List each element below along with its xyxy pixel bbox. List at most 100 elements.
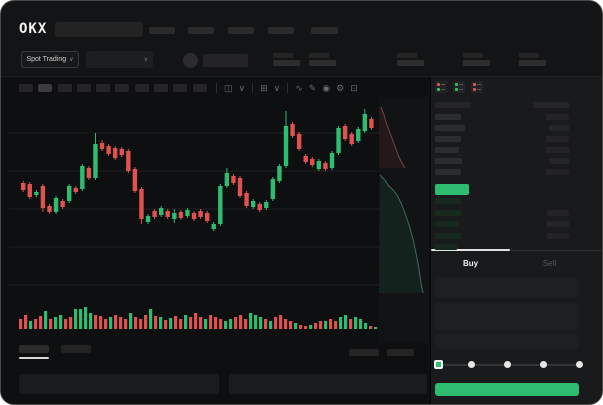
toggle-bars-icon (477, 84, 481, 90)
buy-submit-button[interactable] (435, 383, 579, 396)
tab-buy[interactable]: Buy (462, 258, 479, 268)
view-asks-only-toggle[interactable] (471, 81, 483, 93)
ask-row-price[interactable] (435, 147, 459, 153)
chevron-down-icon[interactable]: ∨ (238, 83, 246, 93)
candlestick-chart[interactable] (1, 97, 430, 347)
chevron-down-icon: ∨ (143, 57, 148, 63)
bottom-control[interactable] (349, 349, 379, 356)
trade-tabs: Buy Sell (431, 254, 589, 272)
tab-sell[interactable]: Sell (542, 258, 557, 268)
settings-icon[interactable]: ⚙ (336, 83, 345, 93)
stat-value-placeholder (309, 60, 336, 66)
depth-chart (379, 97, 429, 343)
order-input-field[interactable] (435, 278, 579, 298)
timeframe-button[interactable] (19, 84, 33, 92)
ask-row-price[interactable] (435, 158, 462, 164)
last-price-badge (435, 184, 469, 195)
ask-row-price[interactable] (435, 169, 461, 175)
bid-row-price[interactable] (435, 221, 459, 228)
line-tool-icon[interactable]: ∿ (295, 83, 303, 93)
chart-toolbar: ◫ ∨ ⊞ ∨ ∿ ✎ ◉ ⚙ ⊡ (19, 81, 361, 95)
timeframe-button[interactable] (192, 84, 207, 92)
nav-item[interactable] (228, 27, 254, 34)
ask-row-size (546, 114, 569, 120)
nav-item[interactable] (149, 27, 175, 34)
timeframe-button[interactable] (76, 84, 91, 92)
slider-handle[interactable] (434, 360, 443, 369)
market-type-dropdown[interactable]: Spot Trading ∨ (21, 51, 79, 68)
ask-row-price[interactable] (435, 136, 461, 142)
chevron-down-icon[interactable]: ∨ (273, 83, 281, 93)
ask-row-size (549, 125, 569, 131)
toggle-bars-icon (473, 83, 476, 86)
panel-divider (430, 77, 431, 404)
bid-row-size (547, 232, 569, 239)
bottom-tab[interactable] (19, 345, 49, 353)
view-combined-toggle[interactable] (435, 81, 447, 93)
orderbook-trade-panel (431, 77, 602, 404)
search-input[interactable] (55, 22, 143, 37)
pair-selector-dropdown[interactable]: ∨ (86, 51, 153, 68)
stat-label-placeholder (309, 53, 329, 58)
ask-row-price[interactable] (435, 114, 461, 120)
stat-label-placeholder (463, 53, 483, 58)
candle-type-icon[interactable]: ◫ (223, 83, 233, 93)
buy-tab-indicator (431, 249, 510, 251)
bid-row-size (547, 221, 569, 228)
fullscreen-icon[interactable]: ⊡ (350, 83, 358, 93)
bid-row-price[interactable] (435, 198, 461, 204)
bid-row-price[interactable] (435, 232, 461, 239)
ask-row-price[interactable] (435, 125, 465, 131)
toggle-bars-icon (473, 88, 476, 91)
toggle-bars-icon (441, 84, 445, 90)
bottom-control[interactable] (387, 349, 414, 356)
timeframe-button[interactable] (154, 84, 169, 92)
ask-row-size (546, 136, 569, 142)
stat-value-placeholder (397, 60, 424, 66)
table-row-placeholder (19, 374, 219, 394)
slider-step-dot[interactable] (504, 361, 511, 368)
bid-row-price[interactable] (435, 209, 461, 216)
stat-label-placeholder (519, 53, 539, 58)
orderbook-col-header (533, 102, 569, 108)
last-price-placeholder (203, 54, 248, 67)
ask-row-size (546, 169, 569, 175)
market-type-label: Spot Trading (26, 56, 67, 63)
tabs-divider (431, 250, 602, 251)
timeframe-button[interactable] (96, 84, 111, 92)
bottom-tab[interactable] (61, 345, 91, 353)
nav-item[interactable] (188, 27, 214, 34)
bid-row-price[interactable] (435, 244, 457, 251)
order-input-field[interactable] (435, 303, 579, 330)
stat-label-placeholder (273, 53, 293, 58)
stat-label-placeholder (397, 53, 417, 58)
toggle-bars-icon (455, 83, 458, 86)
camera-icon[interactable]: ◉ (322, 83, 331, 93)
timeframe-button[interactable] (173, 84, 188, 92)
slider-step-dot[interactable] (468, 361, 475, 368)
nav-item[interactable] (311, 27, 338, 34)
timeframe-button[interactable] (134, 84, 149, 92)
orderbook-view-toggles (435, 81, 489, 93)
toolbar-separator (215, 83, 217, 93)
toggle-bars-icon (437, 88, 440, 91)
okx-logo: OKX (19, 21, 48, 37)
orderbook-col-header (435, 102, 471, 108)
toolbar-separator (287, 83, 289, 93)
timeframe-button[interactable] (38, 84, 53, 92)
header-divider (1, 76, 602, 77)
coin-icon (183, 53, 198, 68)
indicators-icon[interactable]: ⊞ (260, 83, 268, 93)
slider-step-dot[interactable] (576, 361, 583, 368)
slider-step-dot[interactable] (540, 361, 547, 368)
bid-row-size (547, 209, 569, 216)
draw-icon[interactable]: ✎ (308, 83, 317, 93)
timeframe-button[interactable] (115, 84, 130, 92)
nav-item[interactable] (268, 27, 294, 34)
timeframe-button[interactable] (57, 84, 72, 92)
order-input-field[interactable] (435, 334, 579, 349)
view-bids-only-toggle[interactable] (453, 81, 465, 93)
toggle-bars-icon (459, 84, 463, 90)
